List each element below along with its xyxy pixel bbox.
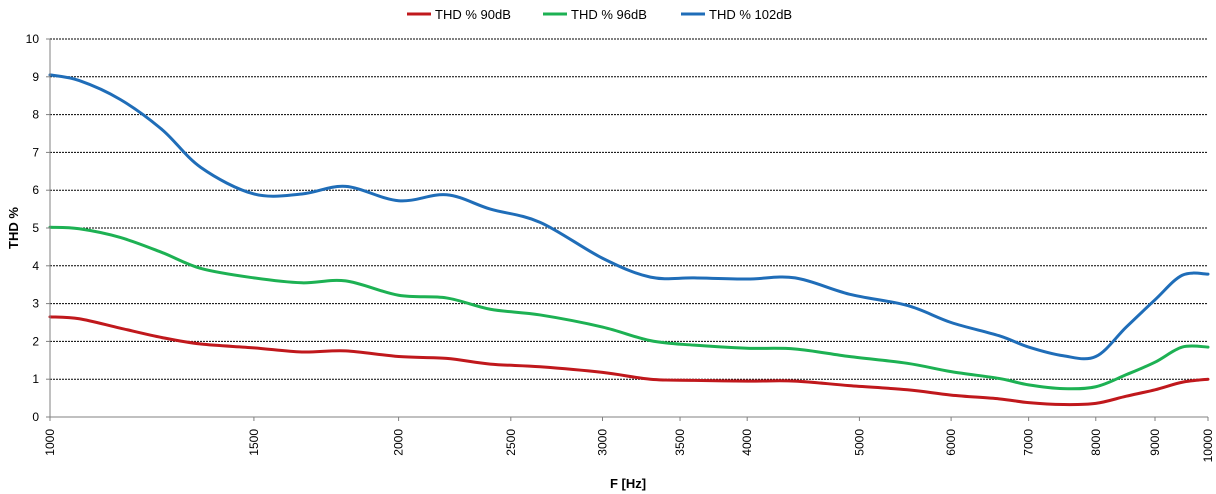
gridlines [50, 38, 1208, 380]
x-tick-label-11: 9000 [1148, 429, 1162, 456]
y-tick-label-8: 8 [32, 108, 39, 122]
x-tick-label-5: 3500 [673, 429, 687, 456]
x-tick-label-3: 2500 [504, 429, 518, 456]
x-tick-label-1: 1500 [247, 429, 261, 456]
x-tick-label-12: 10000 [1201, 429, 1215, 463]
series-lines [48, 73, 1210, 407]
axes [46, 38, 1209, 421]
legend-label-1: THD % 96dB [571, 7, 647, 22]
x-tick-label-2: 2000 [392, 429, 406, 456]
x-tick-label-6: 4000 [740, 429, 754, 456]
y-axis-title: THD % [6, 207, 21, 249]
legend: THD % 90dB THD % 96dB THD % 102dB [407, 7, 792, 22]
y-tick-label-3: 3 [32, 297, 39, 311]
x-axis-title: F [Hz] [610, 476, 646, 491]
legend-label-0: THD % 90dB [435, 7, 511, 22]
y-tick-label-2: 2 [32, 334, 39, 348]
y-tick-label-0: 0 [32, 410, 39, 424]
y-tick-labels: 0 1 2 3 4 5 6 7 8 9 10 [26, 32, 40, 424]
series-line-0 [48, 315, 1210, 407]
x-tick-label-7: 5000 [852, 429, 866, 456]
x-tick-label-10: 8000 [1089, 429, 1103, 456]
x-tick-labels: 1000 1500 2000 2500 3000 3500 4000 5000 6000 7000… [43, 429, 1215, 463]
x-tick-label-9: 7000 [1022, 429, 1036, 456]
x-tick-label-4: 3000 [596, 429, 610, 456]
y-tick-label-6: 6 [32, 183, 39, 197]
y-tick-label-10: 10 [26, 32, 40, 46]
x-tick-label-8: 6000 [944, 429, 958, 456]
y-tick-label-5: 5 [32, 221, 39, 235]
legend-label-2: THD % 102dB [709, 7, 792, 22]
y-tick-label-9: 9 [32, 70, 39, 84]
y-tick-label-1: 1 [32, 372, 39, 386]
series-line-2 [48, 73, 1210, 361]
y-tick-label-7: 7 [32, 145, 39, 159]
x-tick-label-0: 1000 [43, 429, 57, 456]
y-tick-label-4: 4 [32, 259, 39, 273]
series-line-1 [48, 225, 1210, 391]
